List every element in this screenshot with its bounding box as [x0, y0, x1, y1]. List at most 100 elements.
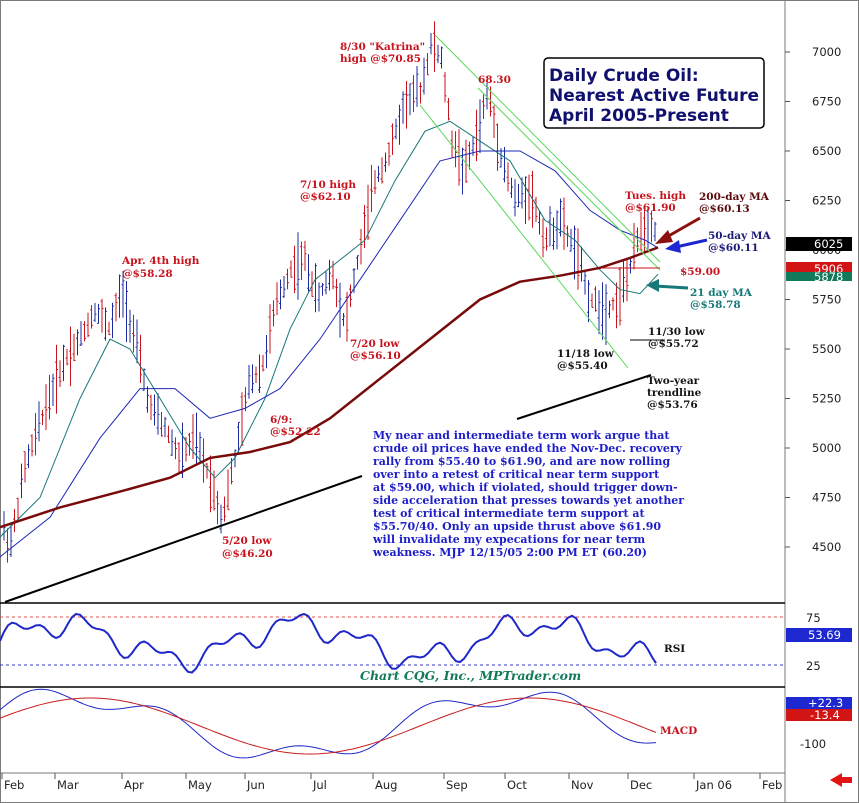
price-bar [419, 82, 422, 104]
price-bar [128, 309, 132, 343]
price-bar [349, 284, 352, 308]
price-bar [307, 254, 310, 292]
price-bar [118, 274, 121, 318]
price-bar [275, 282, 279, 316]
price-bar [146, 386, 149, 413]
may20-label-1: 5/20 low [222, 535, 272, 547]
price-bar [247, 365, 251, 399]
x-month-label: Apr [124, 778, 144, 792]
price-bar [370, 164, 373, 212]
jul10-label-2: @$62.10 [300, 191, 351, 203]
price-bar [97, 303, 100, 324]
price-bar [359, 228, 363, 265]
price-bar [268, 304, 272, 354]
ma50-label-1: 50-day MA [708, 230, 771, 242]
price-bar [86, 312, 90, 338]
price-bar [433, 21, 436, 72]
price-bar [478, 99, 482, 154]
title-line-2: Nearest Active Future [549, 86, 759, 106]
price-bar [90, 305, 93, 329]
arrow-21ma [646, 279, 689, 292]
price-bar [356, 255, 359, 270]
price-bar [27, 444, 30, 469]
price-bar [496, 123, 499, 171]
price-bar [328, 259, 331, 291]
price-bar [205, 462, 209, 479]
macd-tick-minus100: -100 [800, 737, 826, 751]
badge-macd1-bg [786, 697, 852, 709]
price-bar [261, 354, 265, 372]
price-bar [377, 165, 380, 182]
price-bar [650, 210, 653, 243]
jun9-label-1: 6/9: [270, 414, 292, 426]
price-bar [594, 286, 597, 312]
ma-line-21-day-ma [0, 120, 659, 538]
price-bar [366, 184, 370, 241]
y-tick-label: 5000 [812, 441, 841, 455]
price-bar [384, 152, 387, 172]
price-bar [415, 66, 419, 107]
badge-6025: 6025 [814, 237, 843, 251]
jun9-label-2: @$52.22 [270, 426, 321, 438]
commentary-line: will invalidate my expecations for near … [372, 533, 645, 546]
price-bar [317, 282, 321, 312]
price-bar [9, 525, 13, 557]
price-bar [335, 278, 338, 308]
price-bar [58, 360, 62, 387]
price-bar [503, 147, 506, 183]
may20-label-2: @$46.20 [222, 548, 273, 560]
moving-average-layer [0, 120, 659, 558]
trendline-label-3: @$53.76 [647, 399, 698, 411]
price-bar [34, 412, 37, 456]
price-bar [653, 221, 657, 242]
price-bar [482, 94, 485, 119]
price-bar [251, 364, 254, 394]
price-bar [321, 283, 324, 296]
two-year-trendline-left [4, 475, 363, 603]
price-bar [524, 176, 527, 224]
price-bar [587, 280, 590, 323]
price-bar [604, 284, 608, 345]
price-bar [289, 260, 293, 278]
badge-rsi-bg [786, 628, 852, 642]
price-bar [608, 300, 611, 319]
nov30-label-2: @$55.72 [648, 338, 699, 350]
badge-5878: 5878 [814, 270, 843, 284]
commentary-line: test of critical intermediate term suppo… [373, 507, 646, 520]
price-bar [597, 290, 601, 335]
price-bar [223, 496, 226, 522]
x-month-label: Aug [375, 778, 397, 792]
price-bar [447, 98, 450, 121]
nov18-label-2: @$55.40 [557, 360, 608, 372]
badge-macd1: +22.3 [808, 696, 843, 710]
price-bar [41, 409, 44, 426]
price-bar [520, 177, 524, 209]
price-bar [492, 105, 496, 138]
price-bar [303, 240, 307, 271]
rsi-tick-75: 75 [806, 611, 821, 625]
price-bar [20, 463, 23, 499]
tues-high-label-2: @$61.90 [625, 202, 676, 214]
price-bar [405, 81, 408, 129]
scroll-left-arrow-icon[interactable] [830, 773, 852, 787]
price-bar [230, 457, 233, 485]
y-tick-label: 6250 [812, 194, 841, 208]
price-bar [436, 44, 440, 64]
price-bar [83, 321, 86, 342]
price-bar [293, 245, 296, 294]
price-bar [121, 270, 125, 318]
price-bar [622, 259, 625, 303]
price-bar [107, 321, 111, 336]
ma-line-50-day-ma [0, 150, 659, 558]
price-bar [216, 490, 219, 525]
y-tick-label: 5250 [812, 392, 841, 406]
price-bar [55, 344, 58, 414]
price-bar [475, 109, 478, 162]
price-bar [545, 227, 548, 251]
badge-rsi: 53.69 [808, 628, 841, 642]
price-bar [566, 225, 569, 247]
two-year-trendline-right [516, 374, 652, 420]
price-bar [443, 72, 447, 103]
channel-upper-line [434, 34, 661, 263]
y-tick-label: 4500 [812, 540, 841, 554]
